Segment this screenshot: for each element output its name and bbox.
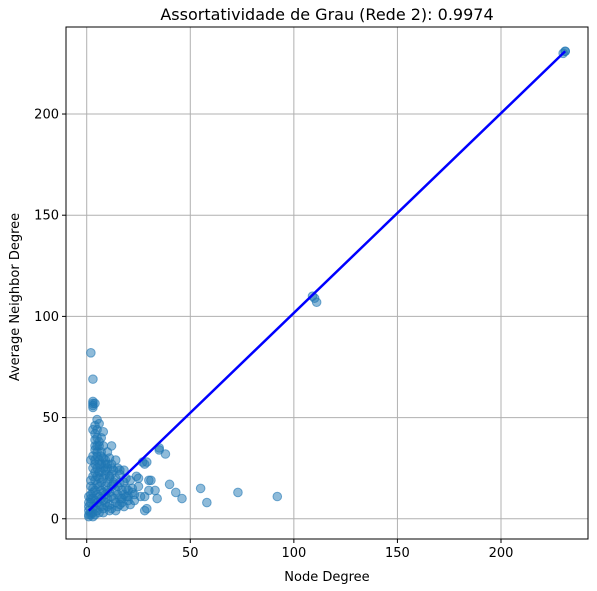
data-point — [86, 348, 96, 358]
y-axis-label: Average Neighbor Degree — [8, 213, 23, 381]
data-point — [160, 449, 171, 459]
data-point — [90, 509, 100, 520]
data-point — [139, 505, 150, 516]
data-point — [146, 475, 156, 486]
data-point — [144, 485, 154, 496]
data-point — [133, 481, 144, 492]
x-tick-label: 150 — [385, 546, 410, 561]
data-point — [96, 451, 107, 461]
data-point — [129, 495, 140, 506]
data-point — [102, 459, 113, 469]
x-axis-ticks: 0 50 100 150 200 — [83, 539, 514, 561]
plot-frame — [65, 26, 589, 540]
y-tick-label: 50 — [42, 411, 59, 426]
data-point — [202, 497, 212, 508]
data-point — [115, 469, 125, 480]
data-point — [83, 497, 94, 508]
data-point — [88, 487, 98, 498]
data-point — [88, 402, 98, 413]
chart-title: Assortatividade de Grau (Rede 2): 0.9974 — [160, 5, 493, 24]
data-point — [121, 483, 131, 494]
y-tick-label: 0 — [51, 512, 59, 527]
data-point — [170, 487, 181, 498]
data-point — [177, 493, 187, 504]
y-tick-label: 150 — [34, 209, 59, 224]
data-point — [90, 435, 100, 445]
data-point — [141, 457, 152, 467]
data-point — [88, 374, 98, 384]
x-axis-label: Node Degree — [284, 570, 369, 585]
y-tick-label: 100 — [34, 310, 59, 325]
data-point — [152, 493, 162, 504]
x-tick-label: 100 — [281, 546, 306, 561]
x-tick-label: 200 — [489, 546, 514, 561]
data-point — [133, 473, 144, 484]
x-tick-label: 0 — [83, 546, 91, 561]
y-axis-ticks: 0 50 100 150 200 — [34, 108, 66, 527]
data-point — [108, 479, 119, 490]
data-point — [115, 499, 125, 510]
data-point — [233, 487, 243, 498]
data-point — [195, 483, 206, 494]
data-point — [164, 479, 175, 490]
y-tick-label: 200 — [34, 108, 59, 123]
x-tick-label: 50 — [182, 546, 199, 561]
regression-line — [87, 50, 567, 512]
data-point — [272, 491, 283, 502]
data-point — [311, 297, 322, 308]
